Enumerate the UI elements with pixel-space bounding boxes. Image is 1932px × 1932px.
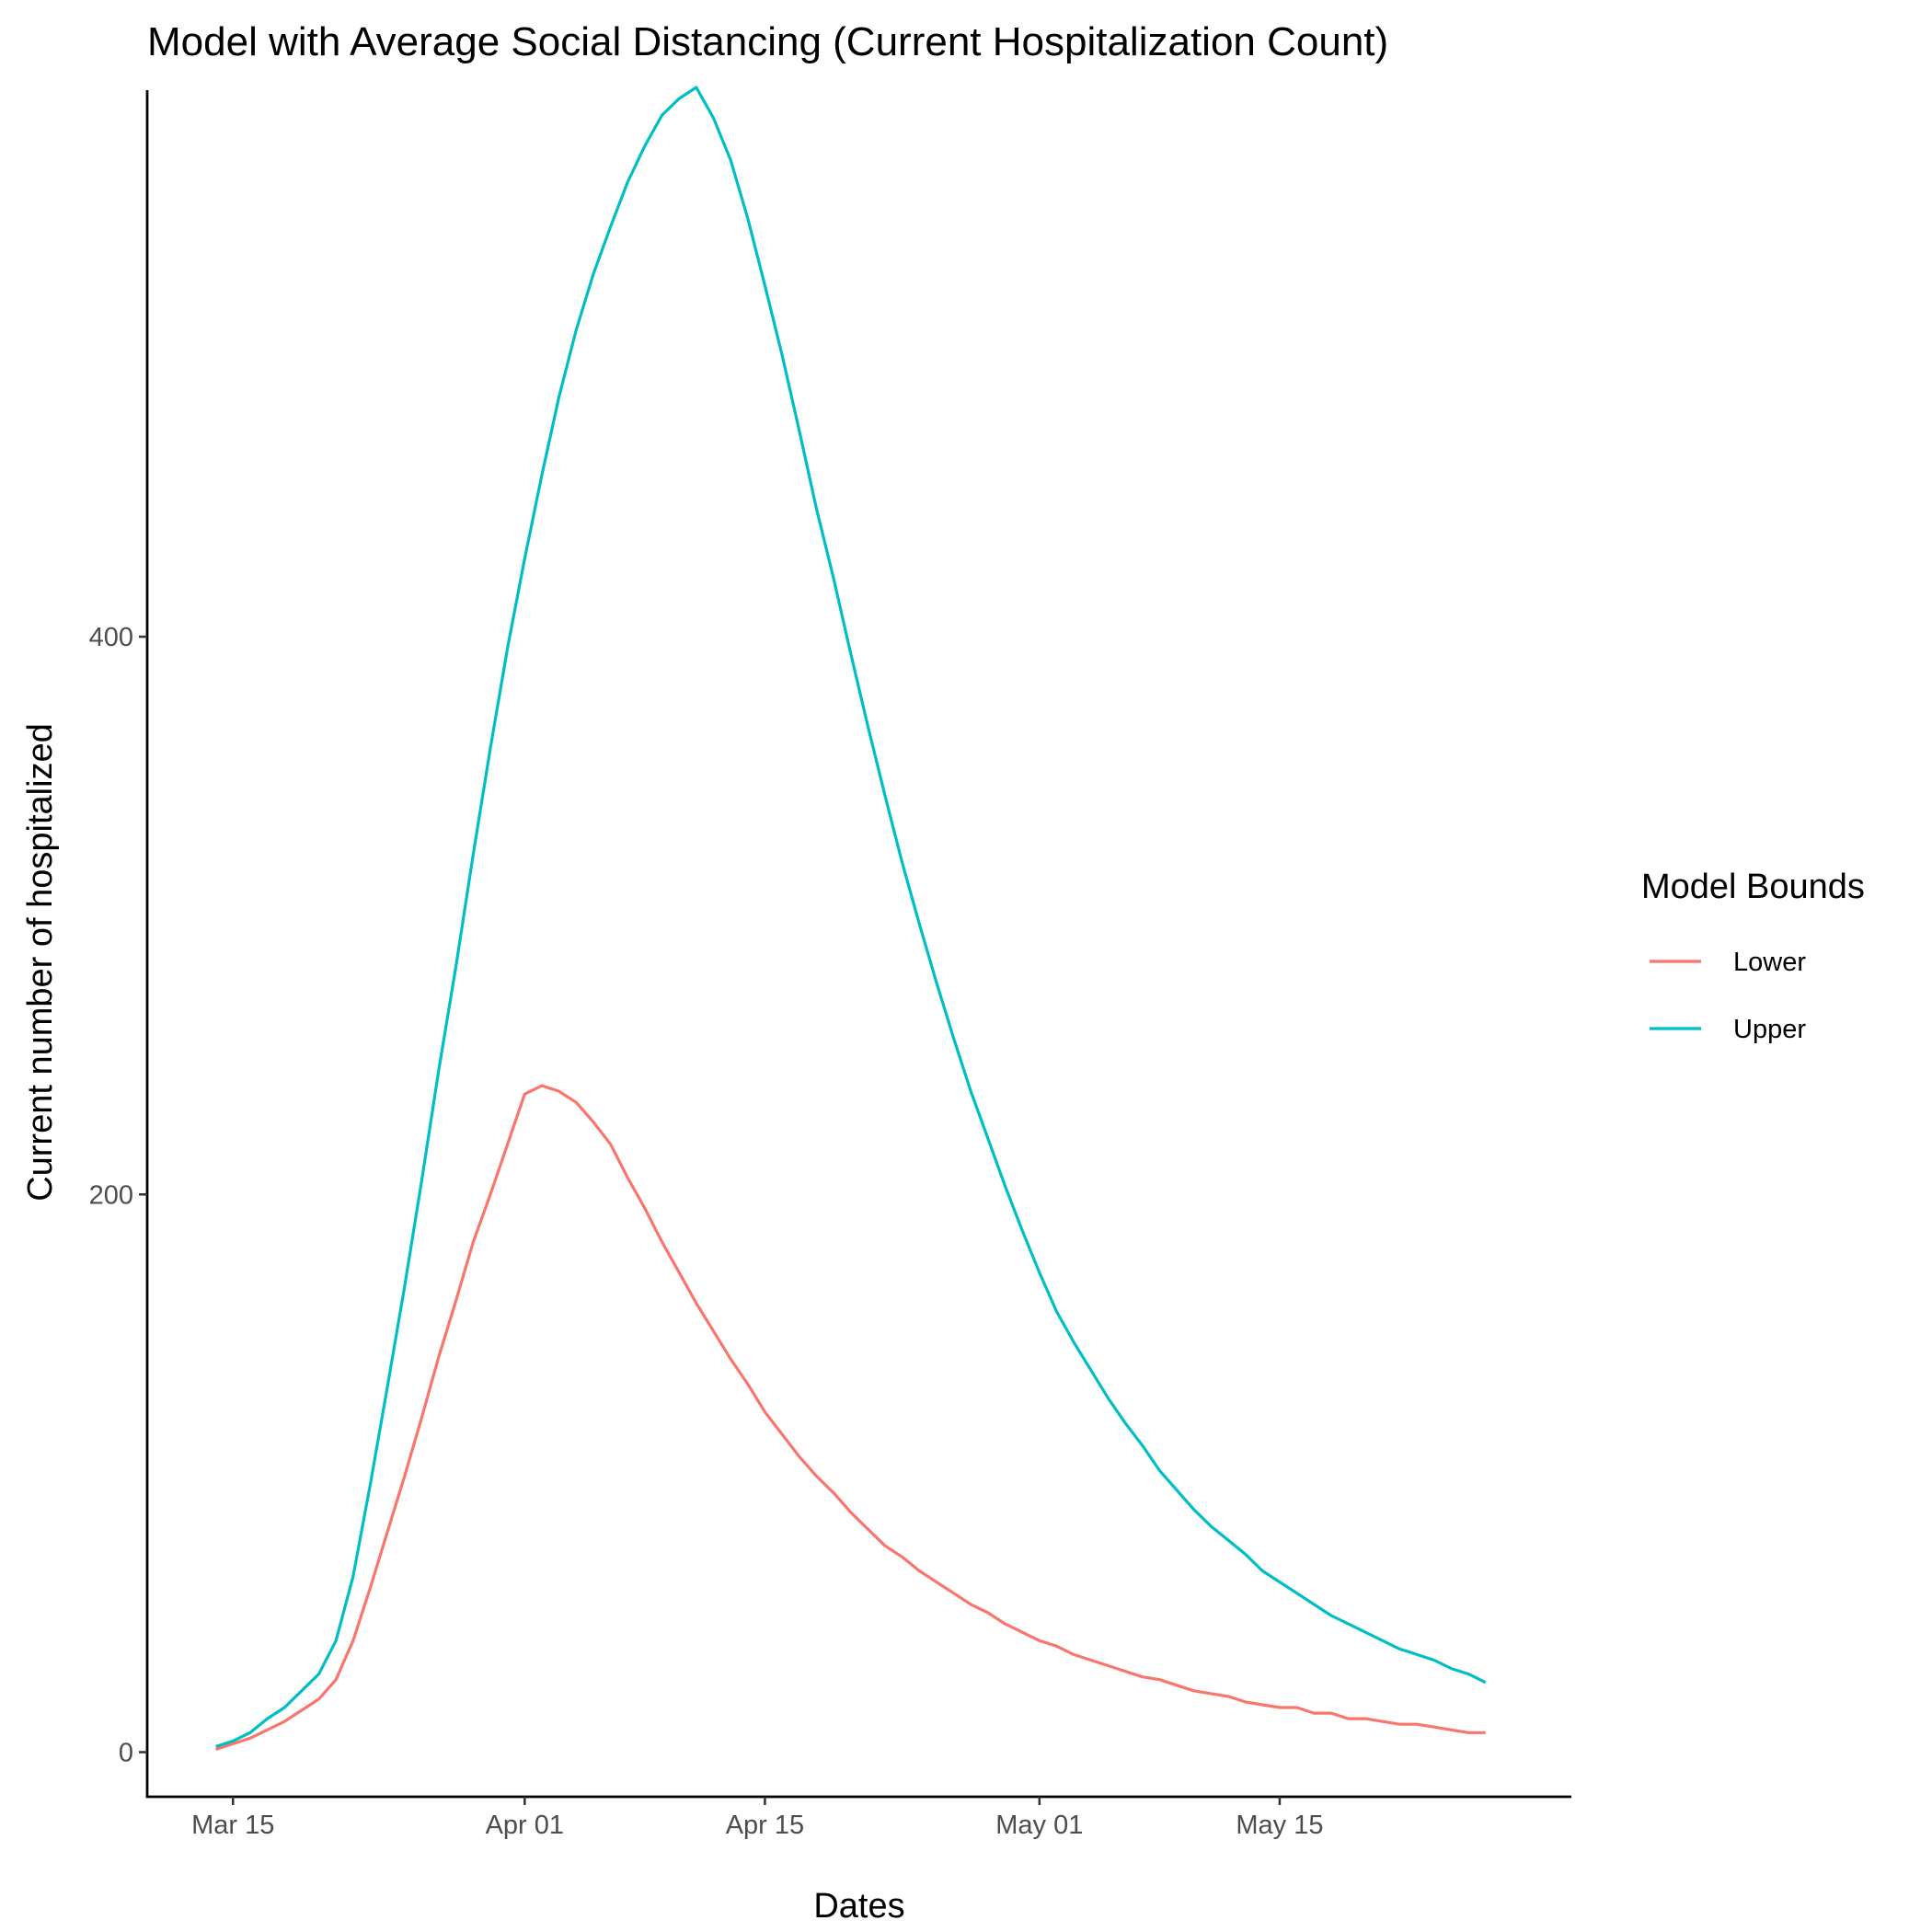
plot-panel: Mar 15 Apr 01 Apr 15 May 01 May 15 0 200 400 [89,86,1571,1840]
x-tick-label: May 01 [995,1811,1083,1840]
legend-items: Lower Upper [1650,948,1806,1044]
series-line-lower [215,1084,1486,1752]
y-tick-label: 0 [119,1739,133,1768]
chart-title: Model with Average Social Distancing (Cu… [147,19,1388,64]
series-line-upper [215,86,1487,1748]
legend-label-upper: Upper [1733,1015,1806,1044]
x-tick-label: Mar 15 [191,1811,274,1840]
series-lines [215,86,1487,1752]
x-tick-label: May 15 [1236,1811,1323,1840]
legend-title: Model Bounds [1641,868,1865,906]
x-tick-label: Apr 15 [726,1811,804,1840]
y-axis-ticks: 0 200 400 [89,623,147,1768]
y-tick-label: 400 [89,623,133,652]
x-axis-ticks: Mar 15 Apr 01 Apr 15 May 01 May 15 [191,1797,1323,1840]
x-axis-title: Dates [813,1887,904,1926]
legend-label-lower: Lower [1733,948,1806,977]
x-tick-label: Apr 01 [486,1811,564,1840]
legend: Model Bounds Lower Upper [1641,868,1865,1044]
y-tick-label: 200 [89,1180,133,1210]
y-axis-title: Current number of hospitalized [21,723,60,1202]
